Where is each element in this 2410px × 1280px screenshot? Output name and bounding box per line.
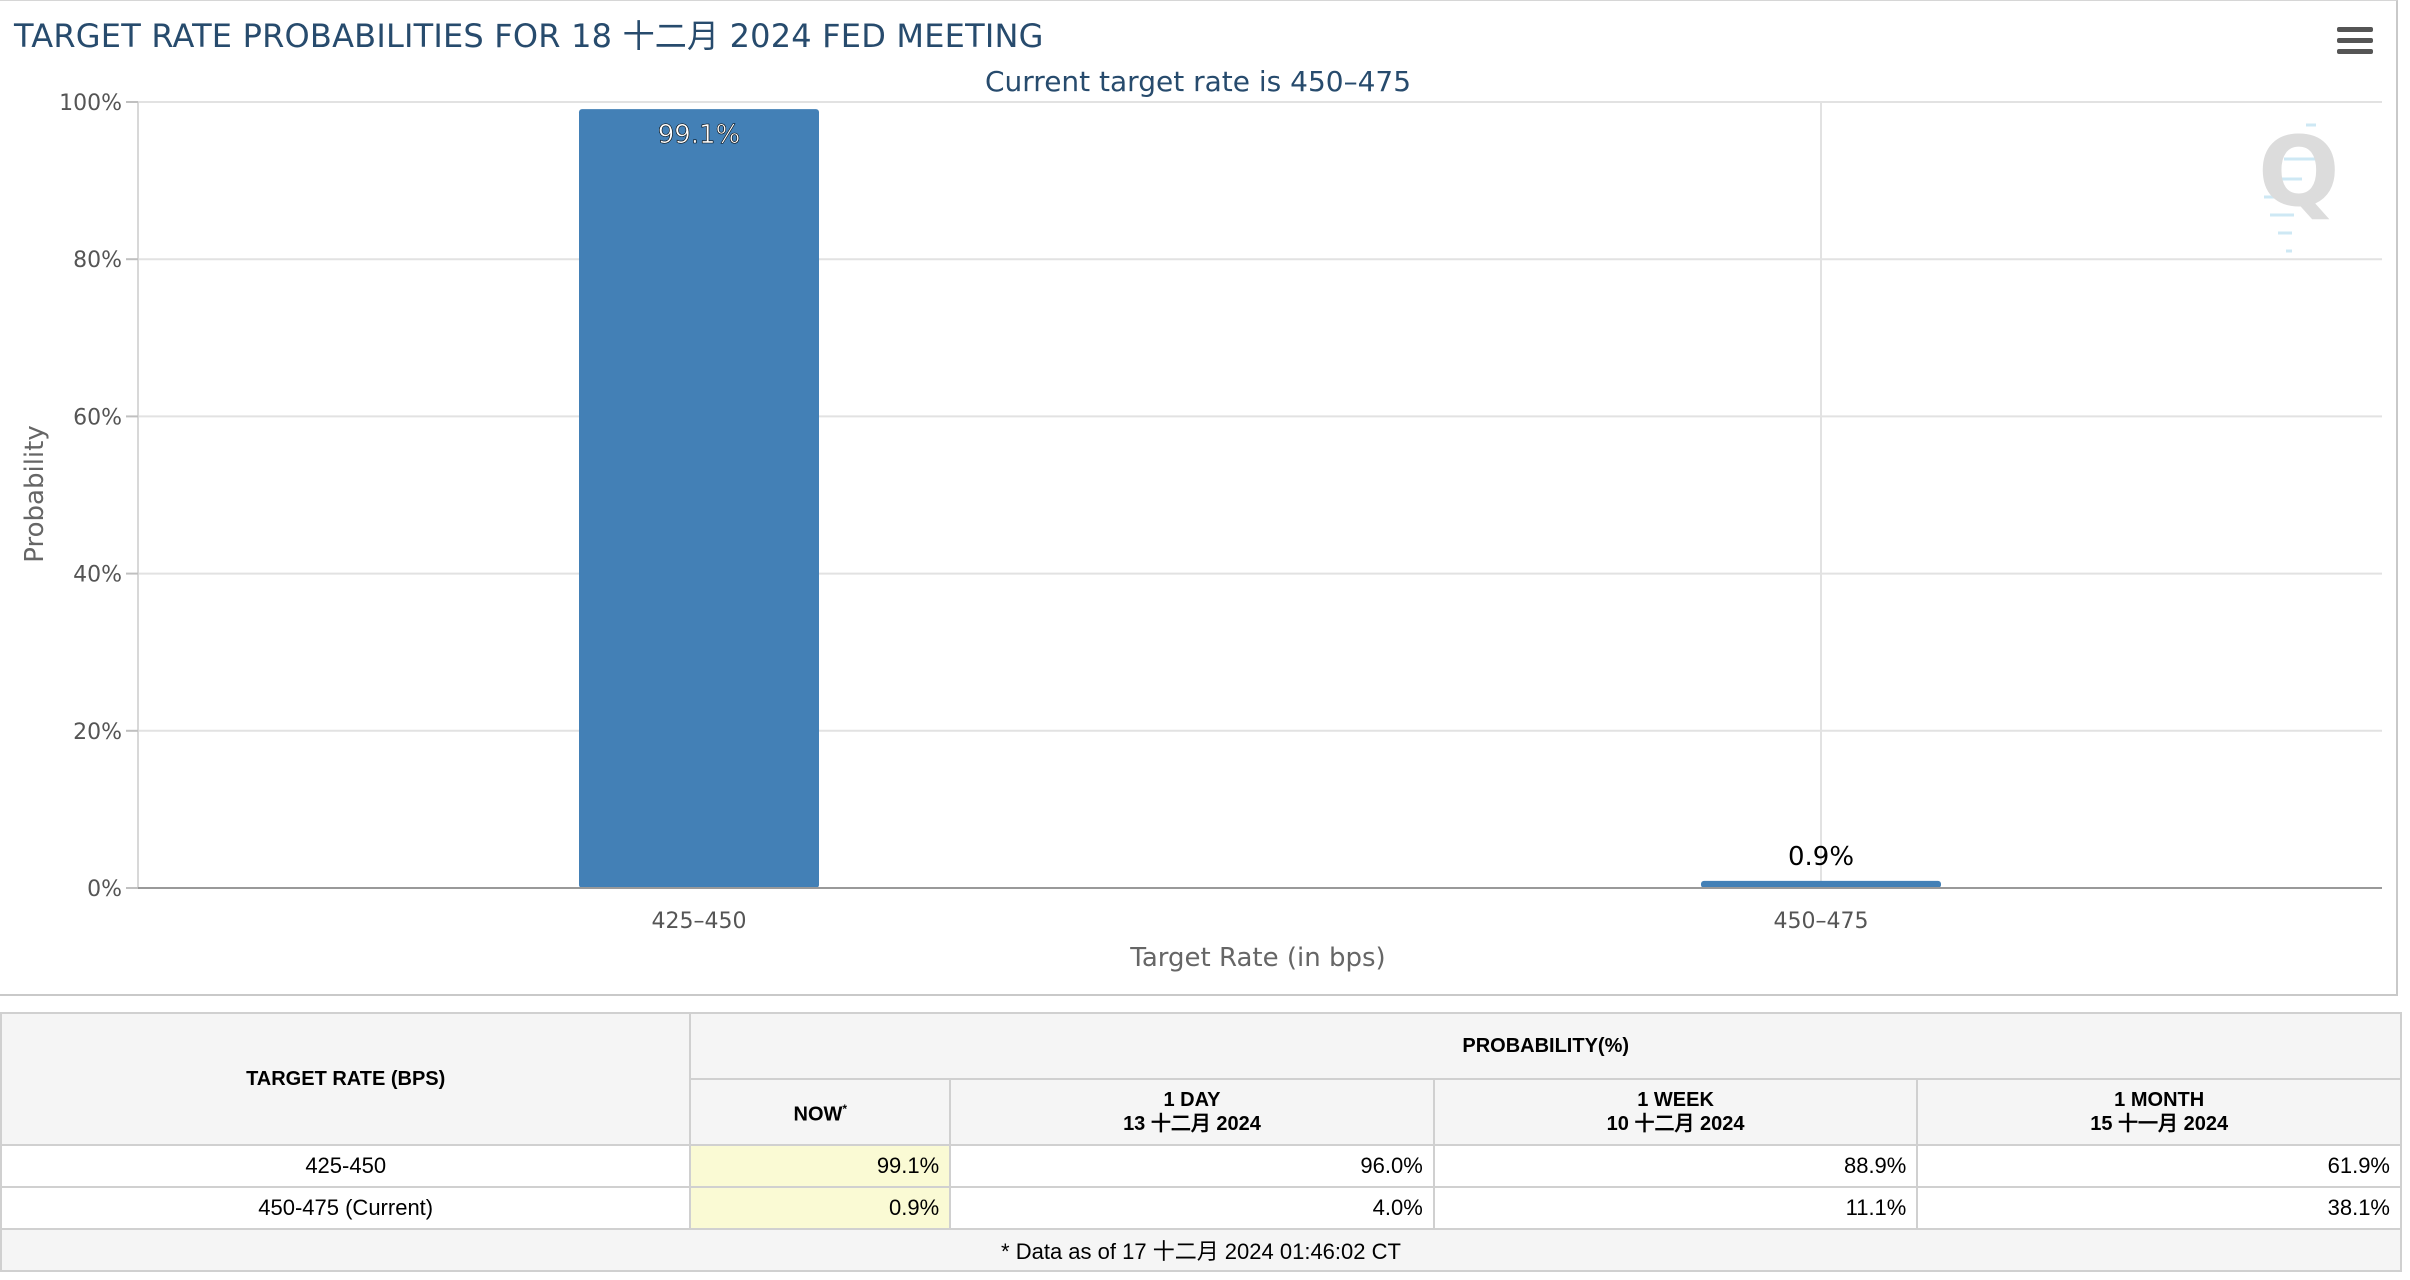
footnote-row: * Data as of 17 十二月 2024 01:46:02 CT bbox=[0, 1228, 2402, 1272]
y-tick-label: 40% bbox=[73, 563, 122, 588]
chart-title: TARGET RATE PROBABILITIES FOR 18 十二月 202… bbox=[14, 17, 1044, 55]
bars: 99.1% 0.9% bbox=[579, 109, 1941, 889]
y-axis-title: Probability bbox=[20, 425, 50, 562]
now-cell: 99.1% bbox=[689, 1144, 952, 1188]
header-now: NOW* bbox=[689, 1078, 952, 1146]
bar-data-label: 99.1% bbox=[658, 120, 741, 150]
footnote: * Data as of 17 十二月 2024 01:46:02 CT bbox=[0, 1228, 2402, 1272]
day-cell: 96.0% bbox=[949, 1144, 1435, 1188]
y-tick-label: 100% bbox=[59, 91, 122, 116]
grid-lines bbox=[137, 101, 2382, 889]
bar[interactable] bbox=[1701, 880, 1941, 888]
chart-subtitle: Current target rate is 450–475 bbox=[985, 65, 1411, 98]
y-tick-label: 60% bbox=[73, 405, 122, 430]
week-cell: 88.9% bbox=[1432, 1144, 1919, 1188]
x-tick-label: 450–475 bbox=[1774, 909, 1869, 934]
now-cell: 0.9% bbox=[689, 1186, 952, 1230]
table-row: 425-450 99.1% 96.0% 88.9% 61.9% bbox=[0, 1144, 2402, 1188]
header-1week: 1 WEEK 10 十二月 2024 bbox=[1432, 1078, 1919, 1146]
week-cell: 11.1% bbox=[1432, 1186, 1919, 1230]
rate-cell: 425-450 bbox=[0, 1144, 692, 1188]
bar-chart: 0% 20% 40% 60% 80% 100% 99.1% 0.9% 425–450 450–… bbox=[20, 65, 2382, 973]
y-axis-ticks: 0% 20% 40% 60% 80% 100% bbox=[59, 91, 138, 902]
header-target-rate: TARGET RATE (BPS) bbox=[0, 1012, 692, 1146]
bar[interactable] bbox=[579, 109, 819, 889]
watermark-lines bbox=[2264, 123, 2316, 253]
header-1month: 1 MONTH 15 十一月 2024 bbox=[1916, 1078, 2402, 1146]
header-probability: PROBABILITY(%) bbox=[689, 1012, 2402, 1080]
y-tick-label: 80% bbox=[73, 248, 122, 273]
x-tick-label: 425–450 bbox=[652, 909, 747, 934]
watermark-logo: Q bbox=[2258, 116, 2340, 228]
month-cell: 38.1% bbox=[1916, 1186, 2402, 1230]
x-axis-title: Target Rate (in bps) bbox=[1129, 943, 1385, 973]
y-tick-label: 0% bbox=[87, 877, 122, 902]
probability-table: TARGET RATE (BPS) PROBABILITY(%) NOW* 1 … bbox=[0, 1012, 2402, 1272]
month-cell: 61.9% bbox=[1916, 1144, 2402, 1188]
x-axis-ticks: 425–450 450–475 bbox=[652, 909, 1869, 934]
bar-data-label: 0.9% bbox=[1788, 842, 1854, 872]
table-row: 450-475 (Current) 0.9% 4.0% 11.1% 38.1% bbox=[0, 1186, 2402, 1230]
chart-panel: TARGET RATE PROBABILITIES FOR 18 十二月 202… bbox=[0, 0, 2398, 996]
rate-cell: 450-475 (Current) bbox=[0, 1186, 692, 1230]
day-cell: 4.0% bbox=[949, 1186, 1435, 1230]
hamburger-menu-icon[interactable] bbox=[2337, 27, 2373, 55]
header-1day: 1 DAY 13 十二月 2024 bbox=[949, 1078, 1435, 1146]
y-tick-label: 20% bbox=[73, 720, 122, 745]
